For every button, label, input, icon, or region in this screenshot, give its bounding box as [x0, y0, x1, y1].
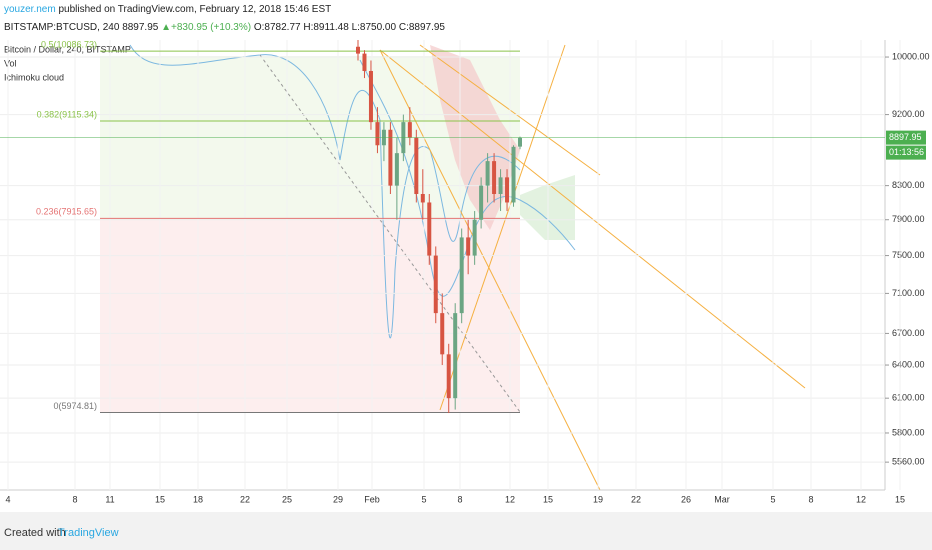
candle-body	[420, 193, 425, 203]
chart: Bitcoin / Dollar, 240, BITSTAMP Vol Ichi…	[0, 39, 932, 505]
x-tick-label: Feb	[364, 494, 380, 504]
candle-body	[472, 219, 477, 256]
x-tick-label: 5	[421, 494, 426, 504]
x-tick-label: 18	[193, 494, 203, 504]
x-tick-label: 19	[593, 494, 603, 504]
fib-label: 0(5974.81)	[53, 401, 97, 411]
candle-body	[459, 237, 464, 314]
candle-body	[407, 122, 412, 138]
y-tick-label: 5560.00	[892, 457, 925, 467]
candle-body	[498, 177, 503, 194]
x-tick-label: Mar	[714, 494, 730, 504]
fib-label: 0.236(7915.65)	[36, 207, 97, 217]
candle-body	[485, 161, 490, 186]
legend-item: Ichimoku cloud	[4, 72, 64, 82]
y-tick-label: 10000.00	[892, 51, 930, 61]
candle-body	[440, 313, 445, 355]
candle-body	[388, 129, 393, 186]
fib-label: 0.5(10086.73)	[41, 39, 97, 49]
x-tick-label: 26	[681, 494, 691, 504]
symbol-line: BITSTAMP:BTCUSD, 240 8897.95 ▲+830.95 (+…	[4, 22, 445, 33]
countdown: 01:13:56	[889, 147, 924, 157]
candle-body	[505, 177, 510, 203]
candle-body	[518, 137, 522, 147]
y-tick-label: 8300.00	[892, 180, 925, 190]
x-tick-label: 12	[505, 494, 515, 504]
y-tick-label: 6700.00	[892, 328, 925, 338]
candle-body	[466, 237, 471, 256]
x-tick-label: 15	[155, 494, 165, 504]
price-axis	[885, 40, 932, 490]
x-tick-label: 15	[543, 494, 553, 504]
last-price-label: 8897.95	[889, 132, 922, 142]
candle-body	[414, 137, 419, 194]
close: C:8897.95	[398, 22, 445, 33]
price: 8897.95	[122, 22, 159, 33]
footer: Created with TradingView	[0, 512, 932, 550]
footer-brand[interactable]: TradingView	[58, 527, 119, 539]
y-tick-label: 7900.00	[892, 214, 925, 224]
legend-item: Vol	[4, 58, 17, 68]
x-tick-label: 11	[105, 494, 114, 504]
trend-line	[439, 44, 566, 411]
x-tick-label: 8	[808, 494, 813, 504]
x-tick-label: 29	[333, 494, 343, 504]
x-tick-label: 4	[5, 494, 10, 504]
change: ▲+830.95 (+10.3%)	[161, 22, 252, 33]
countdown-box	[886, 145, 926, 160]
x-tick-label: 8	[457, 494, 462, 504]
candle-body	[394, 153, 399, 186]
x-tick-label: 15	[895, 494, 905, 504]
fib-label: 0.382(9115.34)	[37, 109, 97, 119]
x-tick-label: 12	[856, 494, 866, 504]
last-price-box	[886, 130, 926, 145]
y-tick-label: 6400.00	[892, 359, 925, 369]
x-tick-label: 25	[282, 494, 292, 504]
candle-body	[479, 185, 484, 220]
candle-body	[433, 255, 438, 314]
candle-body	[511, 146, 516, 203]
x-tick-label: 22	[240, 494, 250, 504]
published: published on TradingView.com, February 1…	[58, 4, 332, 15]
high: H:8911.48	[303, 22, 349, 33]
footer-created: Created with	[4, 527, 66, 539]
candle-body	[453, 313, 458, 399]
candle-body	[356, 46, 360, 54]
low: L:8750.00	[351, 22, 397, 33]
ichimoku-line	[359, 59, 576, 297]
x-tick-label: 5	[770, 494, 775, 504]
y-tick-label: 7500.00	[892, 250, 925, 260]
trend-line	[379, 49, 601, 491]
publish-line: youzer.nem published on TradingView.com,…	[4, 4, 331, 15]
candle-body	[427, 202, 432, 256]
legend-item: Bitcoin / Dollar, 240, BITSTAMP	[4, 44, 131, 54]
candle-body	[492, 161, 497, 194]
trend-line	[379, 49, 806, 389]
y-tick-label: 9200.00	[892, 109, 925, 119]
candle-body	[446, 354, 451, 399]
x-tick-label: 8	[72, 494, 77, 504]
x-tick-label: 22	[631, 494, 641, 504]
y-tick-label: 7100.00	[892, 288, 925, 298]
y-tick-label: 5800.00	[892, 427, 925, 437]
symbol: BITSTAMP:BTCUSD, 240	[4, 22, 120, 33]
candle-body	[368, 70, 373, 123]
y-tick-label: 6100.00	[892, 393, 925, 403]
open: O:8782.77	[253, 22, 301, 33]
candle-body	[362, 53, 367, 71]
candle-body	[375, 122, 380, 146]
author: youzer.nem	[4, 4, 56, 15]
